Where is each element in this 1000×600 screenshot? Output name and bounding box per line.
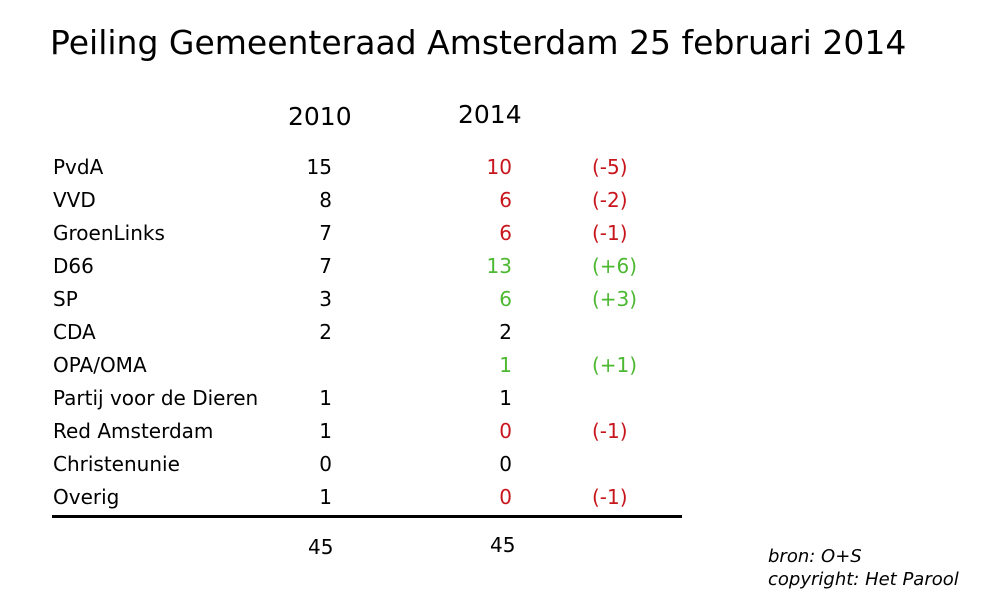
column-header: 2014 [458,100,522,129]
rule [52,515,682,518]
seats-2014: 6 [499,287,512,311]
seats-2014: 0 [499,452,512,476]
copyright: copyright: Het Parool [768,569,959,590]
seats-2014: 6 [499,221,512,245]
seats-2010: 7 [319,221,332,245]
seats-2010: 3 [319,287,332,311]
party-name: SP [53,287,78,311]
seats-2010: 2 [319,320,332,344]
party-name: OPA/OMA [53,353,147,377]
party-name: Overig [53,485,120,509]
source: bron: O+S [768,546,862,567]
seat-change: (-1) [592,419,628,443]
party-name: Christenunie [53,452,180,476]
seats-2014: 0 [499,485,512,509]
seats-2010: 0 [319,452,332,476]
seats-2014: 2 [499,320,512,344]
seats-2010: 15 [306,155,332,179]
column-header: 2010 [288,102,352,131]
seats-2010: 1 [319,386,332,410]
seat-change: (+6) [592,254,638,278]
total: 45 [308,535,334,559]
seats-2014: 10 [486,155,512,179]
total: 45 [490,533,516,557]
seat-change: (-1) [592,485,628,509]
seat-change: (-5) [592,155,628,179]
seats-2010: 1 [319,485,332,509]
party-name: PvdA [53,155,104,179]
party-name: Red Amsterdam [53,419,214,443]
seat-change: (+1) [592,353,638,377]
seat-change: (-2) [592,188,628,212]
party-name: VVD [53,188,96,212]
party-name: D66 [53,254,94,278]
seats-2014: 6 [499,188,512,212]
party-name: GroenLinks [53,221,165,245]
seats-2014: 1 [499,386,512,410]
party-name: Partij voor de Dieren [53,386,259,410]
party-name: CDA [53,320,96,344]
seats-2014: 0 [499,419,512,443]
seat-change: (-1) [592,221,628,245]
seats-2014: 1 [499,353,512,377]
seats-2010: 8 [319,188,332,212]
seats-2010: 7 [319,254,332,278]
seats-2010: 1 [319,419,332,443]
seats-2014: 13 [486,254,512,278]
seat-change: (+3) [592,287,638,311]
title: Peiling Gemeenteraad Amsterdam 25 februa… [50,23,907,62]
